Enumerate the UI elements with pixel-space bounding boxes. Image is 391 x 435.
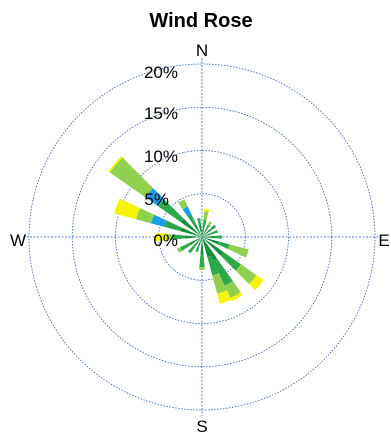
- sector-270-bin-4: [155, 232, 167, 242]
- sector-50-bin-0: [202, 229, 211, 237]
- radial-tick-label-0: 0%: [153, 231, 178, 250]
- wind-sectors: [108, 156, 264, 304]
- sector-240-bin-0: [189, 237, 202, 245]
- sector-180-bin-0: [200, 237, 204, 255]
- sector-110-bin-0: [202, 237, 219, 245]
- direction-label-w: W: [10, 231, 26, 250]
- sector-150-bin-0: [202, 237, 217, 261]
- sector-290-bin-4: [114, 198, 141, 220]
- radial-tick-label-15: 15%: [144, 104, 178, 123]
- sector-290-bin-0: [180, 227, 202, 237]
- sector-50-bin-1: [209, 224, 217, 232]
- sector-90-bin-0: [202, 235, 215, 239]
- sector-160-bin-3: [212, 273, 227, 294]
- sector-150-bin-4: [230, 292, 243, 302]
- sector-350-bin-0: [198, 224, 202, 237]
- radial-tick-label-5: 5%: [144, 190, 169, 209]
- sector-330-bin-0: [194, 224, 202, 237]
- direction-label-n: N: [196, 41, 208, 60]
- sector-90-bin-1: [214, 235, 222, 239]
- sector-180-bin-3: [199, 267, 205, 270]
- sector-30-bin-3: [207, 221, 212, 226]
- sector-160-bin-4: [217, 290, 232, 304]
- sector-70-bin-1: [210, 230, 218, 235]
- sector-240-bin-1: [180, 242, 191, 251]
- sector-160-bin-0: [202, 237, 211, 258]
- sector-180-bin-1: [199, 254, 205, 268]
- sector-270-bin-0: [184, 235, 202, 239]
- sector-110-bin-1: [217, 241, 230, 250]
- sector-110-bin-3: [227, 244, 249, 258]
- sector-10-bin-4: [204, 208, 210, 212]
- sector-330-bin-1: [187, 214, 197, 226]
- sector-290-bin-2: [151, 214, 167, 227]
- sector-130-bin-3: [235, 264, 257, 285]
- sector-330-bin-3: [178, 199, 188, 210]
- sector-10-bin-3: [203, 211, 209, 221]
- direction-label-e: E: [378, 231, 389, 250]
- sector-310-bin-3: [109, 157, 154, 198]
- radial-tick-label-10: 10%: [144, 147, 178, 166]
- sector-270-bin-1: [171, 234, 185, 240]
- sector-200-bin-1: [195, 244, 200, 253]
- sector-290-bin-1: [164, 220, 182, 232]
- sector-130-bin-0: [202, 237, 224, 256]
- sector-30-bin-0: [202, 229, 207, 237]
- sector-310-bin-0: [180, 218, 202, 237]
- sector-10-bin-0: [202, 229, 205, 237]
- sector-70-bin-0: [202, 232, 212, 237]
- sector-150-bin-1: [212, 258, 233, 286]
- sector-130-bin-4: [249, 275, 264, 291]
- sector-310-bin-2: [145, 188, 165, 207]
- sector-160-bin-1: [207, 255, 219, 276]
- sector-200-bin-0: [198, 237, 202, 246]
- sector-30-bin-1: [205, 224, 210, 230]
- sector-350-bin-1: [197, 218, 201, 226]
- sector-310-bin-1: [158, 199, 184, 223]
- sector-240-bin-3: [176, 247, 183, 253]
- sector-310-bin-4: [108, 156, 123, 173]
- sector-290-bin-3: [135, 208, 155, 224]
- sector-130-bin-1: [220, 251, 241, 271]
- chart-title: Wind Rose: [149, 10, 252, 32]
- sector-150-bin-3: [224, 280, 241, 299]
- radial-tick-label-20: 20%: [144, 63, 178, 82]
- sector-330-bin-2: [182, 206, 192, 217]
- sector-10-bin-1: [202, 219, 207, 230]
- direction-label-s: S: [196, 417, 207, 435]
- sector-220-bin-1: [187, 244, 197, 254]
- sector-220-bin-0: [194, 237, 202, 246]
- sector-270-bin-3: [166, 233, 172, 241]
